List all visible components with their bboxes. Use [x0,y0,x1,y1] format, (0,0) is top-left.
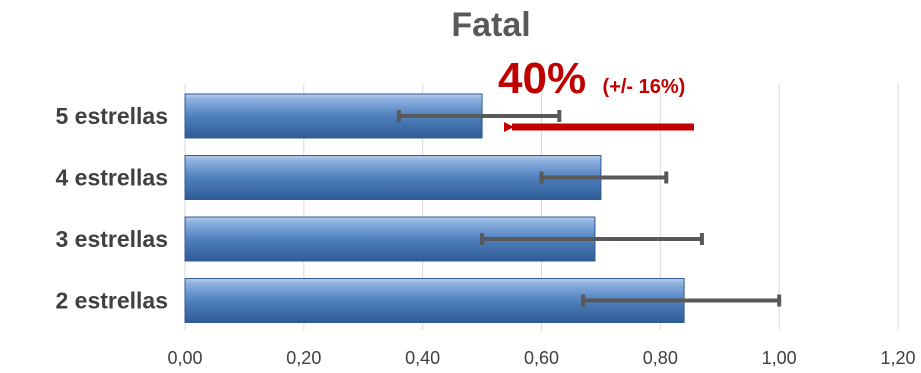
x-tick-label: 1,20 [880,348,915,368]
annotation-value: 40% [498,54,586,103]
x-tick-label: 0,80 [643,348,678,368]
x-tick-label: 0,00 [167,348,202,368]
category-labels: 5 estrellas 4 estrellas 3 estrellas 2 estre… [55,103,168,314]
x-tick-label: 1,00 [762,348,797,368]
category-label: 5 estrellas [55,103,168,129]
bars [184,93,685,323]
x-tick-label: 0,60 [524,348,559,368]
x-tick-label: 0,20 [286,348,321,368]
bar [184,155,602,200]
x-tick-label: 0,40 [405,348,440,368]
error-bars [396,110,782,307]
category-label: 4 estrellas [55,165,168,191]
annotation-range: (+/- 16%) [603,76,686,98]
x-axis-ticks: 0,00 0,20 0,40 0,60 0,80 1,00 1,20 [167,348,915,368]
annotation: 40% (+/- 16%) [498,54,694,132]
category-label: 2 estrellas [55,288,168,314]
category-label: 3 estrellas [55,226,168,252]
annotation-text: 40% (+/- 16%) [498,54,685,103]
chart-title: Fatal [451,6,530,44]
